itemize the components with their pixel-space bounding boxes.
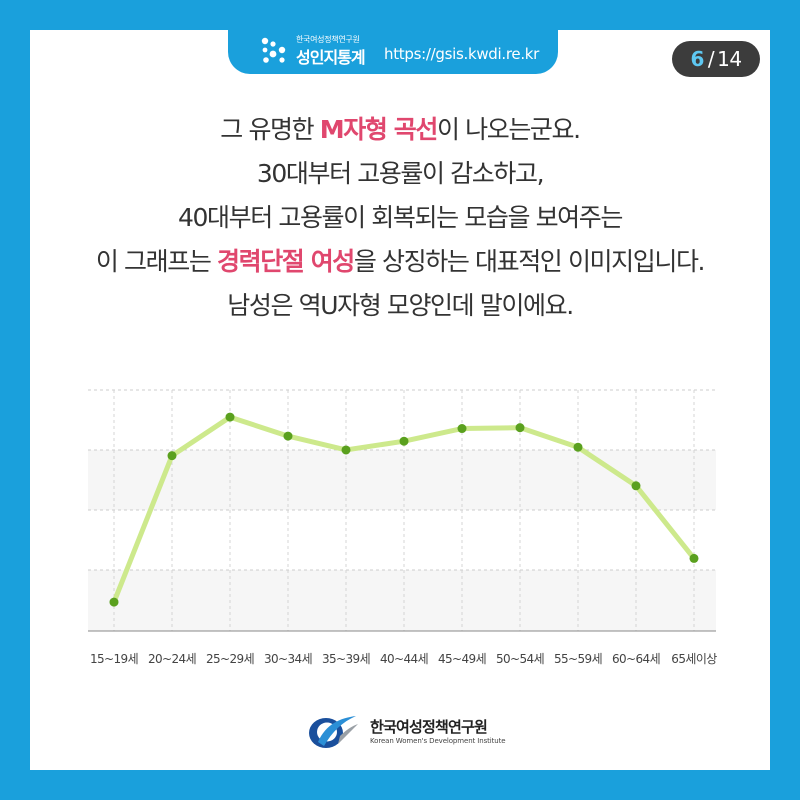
highlight-career-break-women: 경력단절 여성 [217, 247, 355, 276]
data-point [109, 597, 119, 607]
narrative-line-1-pre: 그 유명한 [220, 115, 320, 144]
narrative-line-2: 30대부터 고용률이 감소하고, [256, 159, 545, 188]
data-point [399, 436, 409, 446]
x-tick-label: 25~29세 [205, 652, 255, 666]
narrative-line-4-pre: 이 그래프는 [95, 247, 217, 276]
narrative-line-4: 이 그래프는 경력단절 여성을 상징하는 대표적인 이미지입니다. [30, 240, 770, 284]
data-point [631, 481, 641, 491]
narrative-line-3: 40대부터 고용률이 회복되는 모습을 보여주는 [177, 203, 623, 232]
page-current: 6 [690, 47, 704, 71]
content-card [30, 30, 770, 770]
data-point [457, 424, 467, 434]
kwdi-logo-icon [309, 716, 358, 748]
x-tick-label: 65세이상 [671, 652, 717, 666]
site-url-link[interactable]: https://gsis.kwdi.re.kr [384, 45, 540, 63]
x-tick-label: 45~49세 [437, 652, 487, 666]
narrative-line-4-post: 을 상징하는 대표적인 이미지입니다. [353, 247, 706, 276]
brand-title: 성인지통계 [296, 48, 366, 67]
org-small-label: 한국여성정책연구원 [296, 35, 360, 44]
x-tick-label: 15~19세 [89, 652, 139, 666]
footer-org-name: 한국여성정책연구원 [370, 718, 488, 736]
narrative-text: 그 유명한 M자형 곡선이 나오는군요. 30대부터 고용률이 감소하고, 40… [30, 108, 770, 328]
data-point [167, 451, 177, 461]
narrative-line-1: 그 유명한 M자형 곡선이 나오는군요. [30, 108, 770, 152]
page-total: 14 [717, 47, 742, 71]
dots-logo-icon [261, 37, 286, 63]
x-tick-label: 40~44세 [379, 652, 429, 666]
x-tick-label: 50~54세 [495, 652, 545, 666]
data-point [515, 423, 525, 433]
grid-band [88, 570, 716, 631]
data-point [283, 431, 293, 441]
x-tick-label: 30~34세 [263, 652, 313, 666]
footer-org-english: Korean Women's Development Institute [370, 737, 506, 745]
x-tick-label: 35~39세 [321, 652, 371, 666]
highlight-m-curve: M자형 곡선 [319, 115, 439, 144]
x-axis-labels: 15~19세 20~24세 25~29세 30~34세 35~39세 40~44세 45~4… [0, 650, 800, 670]
data-point [341, 445, 351, 455]
grid-band [88, 450, 716, 510]
narrative-line-1-post: 이 나오는군요. [436, 115, 581, 144]
x-tick-label: 60~64세 [611, 652, 661, 666]
data-point [573, 442, 583, 452]
data-point [689, 553, 699, 563]
page-indicator: 6 / 14 [672, 41, 760, 77]
x-tick-label: 55~59세 [553, 652, 603, 666]
narrative-line-5: 남성은 역U자형 모양인데 말이에요. [227, 291, 574, 320]
data-point [225, 412, 235, 422]
x-tick-label: 20~24세 [147, 652, 197, 666]
page-separator: / [707, 47, 715, 71]
